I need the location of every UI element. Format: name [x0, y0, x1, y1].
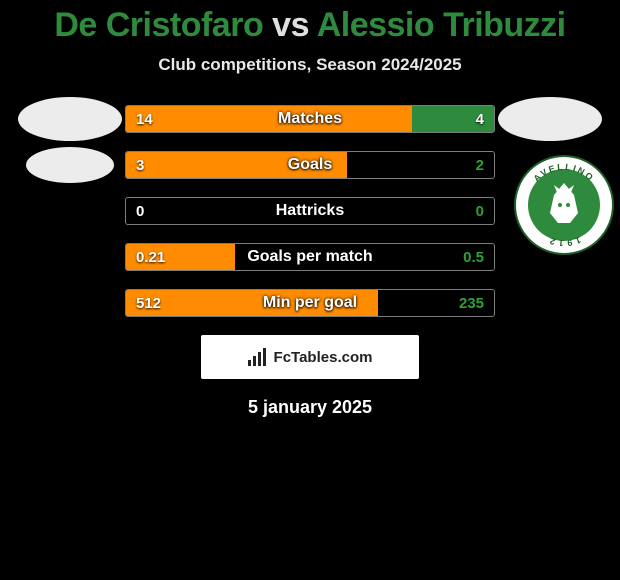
stat-value-right: 4	[476, 111, 484, 128]
player1-club-slot	[15, 147, 125, 183]
stat-bar: 512 Min per goal 235	[125, 289, 495, 317]
comparison-title: De Cristofaro vs Alessio Tribuzzi	[0, 6, 620, 45]
stat-value-right: 0.5	[463, 249, 484, 266]
player2-avatar-slot	[495, 97, 605, 141]
stat-bar: 0 Hattricks 0	[125, 197, 495, 225]
stat-value-right: 2	[476, 157, 484, 174]
player2-avatar-placeholder	[498, 97, 602, 141]
stat-label: Hattricks	[126, 202, 494, 220]
stat-value-right: 0	[476, 203, 484, 220]
player2-club-crest: AVELLINO 1912	[514, 155, 614, 255]
stat-label: Matches	[126, 110, 494, 128]
chart-icon	[248, 348, 268, 366]
player1-avatar-slot	[15, 97, 125, 141]
stat-row: 14 Matches 4	[0, 105, 620, 133]
stat-value-right: 235	[459, 295, 484, 312]
attribution-badge: FcTables.com	[201, 335, 419, 379]
stat-row: 512 Min per goal 235	[0, 289, 620, 317]
player1-name: De Cristofaro	[54, 6, 263, 44]
subtitle: Club competitions, Season 2024/2025	[0, 55, 620, 75]
player2-name: Alessio Tribuzzi	[317, 6, 566, 44]
vs-text: vs	[272, 6, 309, 44]
stats-container: 14 Matches 4 3 Goals 2	[0, 105, 620, 317]
player1-avatar-placeholder	[18, 97, 122, 141]
stat-bar: 0.21 Goals per match 0.5	[125, 243, 495, 271]
stat-bar: 3 Goals 2	[125, 151, 495, 179]
player1-club-placeholder	[26, 147, 114, 183]
stat-label: Goals	[126, 156, 494, 174]
attribution-text: FcTables.com	[274, 349, 373, 366]
club-crest-icon: AVELLINO 1912	[514, 155, 614, 255]
date-text: 5 january 2025	[0, 397, 620, 418]
stat-bar: 14 Matches 4	[125, 105, 495, 133]
stat-label: Goals per match	[126, 248, 494, 266]
stat-label: Min per goal	[126, 294, 494, 312]
